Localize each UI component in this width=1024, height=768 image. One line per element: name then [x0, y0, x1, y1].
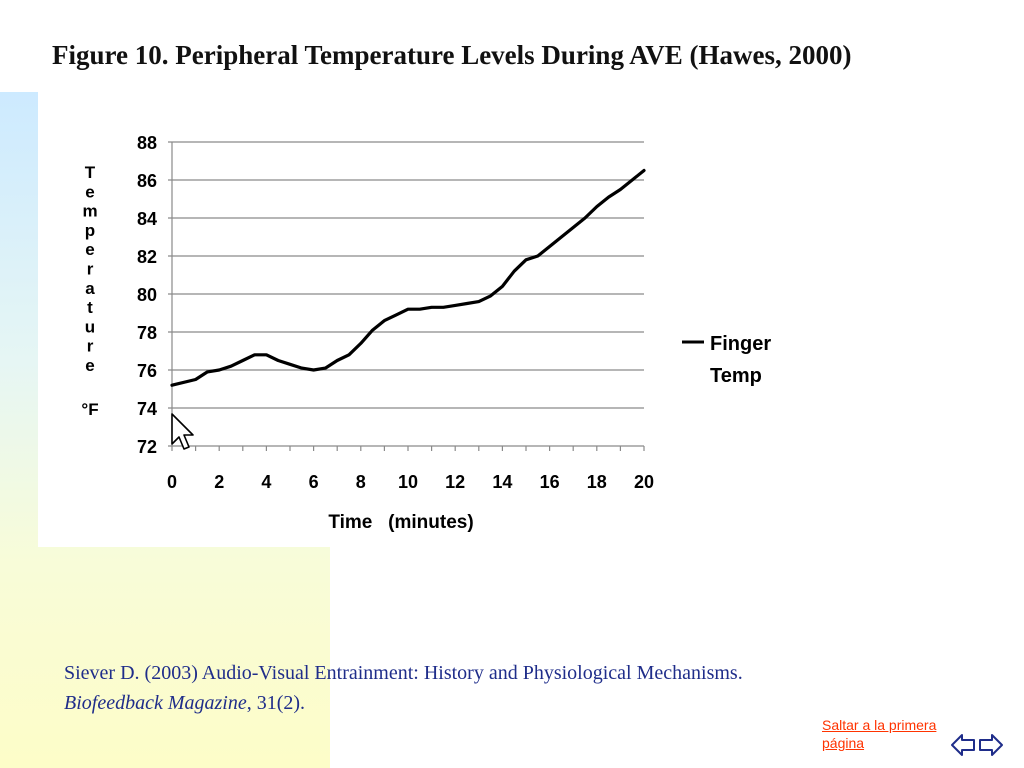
y-tick-label: 76 — [137, 361, 157, 381]
legend: Finger Temp — [682, 333, 771, 387]
y-label-letter: e — [85, 240, 94, 259]
y-label-letter: a — [85, 279, 95, 298]
grid-lines — [168, 141, 644, 447]
x-tick-label: 8 — [356, 472, 366, 492]
figure-title: Figure 10. Peripheral Temperature Levels… — [52, 40, 852, 70]
x-tick-label: 20 — [634, 472, 654, 492]
y-tick-label: 82 — [137, 247, 157, 267]
citation-line1: Siever D. (2003) Audio-Visual Entrainmen… — [64, 662, 743, 684]
arrow-right-outline-icon[interactable] — [978, 732, 1004, 763]
y-tick-label: 78 — [137, 323, 157, 343]
y-tick-label: 84 — [137, 209, 157, 229]
y-tick-label: 74 — [137, 399, 157, 419]
y-tick-label: 80 — [137, 285, 157, 305]
y-label-letter: r — [87, 337, 94, 356]
mouse-pointer-icon — [171, 413, 194, 450]
x-tick-label: 10 — [398, 472, 418, 492]
citation: Siever D. (2003) Audio-Visual Entrainmen… — [64, 658, 964, 718]
y-label-letter: u — [85, 317, 95, 336]
x-axis-label: Time (minutes) — [328, 512, 473, 533]
arrow-left-outline-icon[interactable] — [950, 732, 976, 763]
y-tick-label: 88 — [137, 133, 157, 153]
series-layer — [170, 168, 646, 387]
x-tick-label: 2 — [214, 472, 224, 492]
x-axis-ticks: 0 2 4 6 8 10 12 14 16 18 20 — [167, 446, 654, 492]
citation-volume: , 31(2). — [246, 692, 306, 714]
y-label-letter: r — [87, 260, 94, 279]
series-line-finger-temp — [170, 168, 646, 387]
x-tick-label: 14 — [492, 472, 512, 492]
chart-panel — [38, 92, 1024, 547]
legend-label-line2: Temp — [710, 365, 762, 387]
x-tick-label: 6 — [309, 472, 319, 492]
y-axis-unit: °F — [81, 400, 98, 419]
first-page-link[interactable]: Saltar a la primera página — [822, 717, 937, 751]
y-label-letter: e — [85, 356, 94, 375]
slide-navigation — [950, 732, 1004, 763]
y-tick-label: 72 — [137, 437, 157, 457]
x-tick-label: 12 — [445, 472, 465, 492]
y-tick-label: 86 — [137, 171, 157, 191]
x-tick-label: 4 — [261, 472, 271, 492]
y-label-letter: e — [85, 182, 94, 201]
x-tick-label: 18 — [587, 472, 607, 492]
x-tick-label: 16 — [540, 472, 560, 492]
y-axis-ticks: 72 74 76 78 80 82 84 86 88 — [137, 133, 157, 457]
y-label-letter: t — [87, 298, 93, 317]
y-label-letter: p — [85, 221, 95, 240]
citation-journal: Biofeedback Magazine — [64, 692, 247, 714]
x-tick-label: 0 — [167, 472, 177, 492]
y-axis-label: Temperature — [82, 163, 97, 375]
y-label-letter: m — [82, 202, 97, 221]
legend-label-line1: Finger — [710, 333, 771, 355]
y-label-letter: T — [85, 163, 96, 182]
